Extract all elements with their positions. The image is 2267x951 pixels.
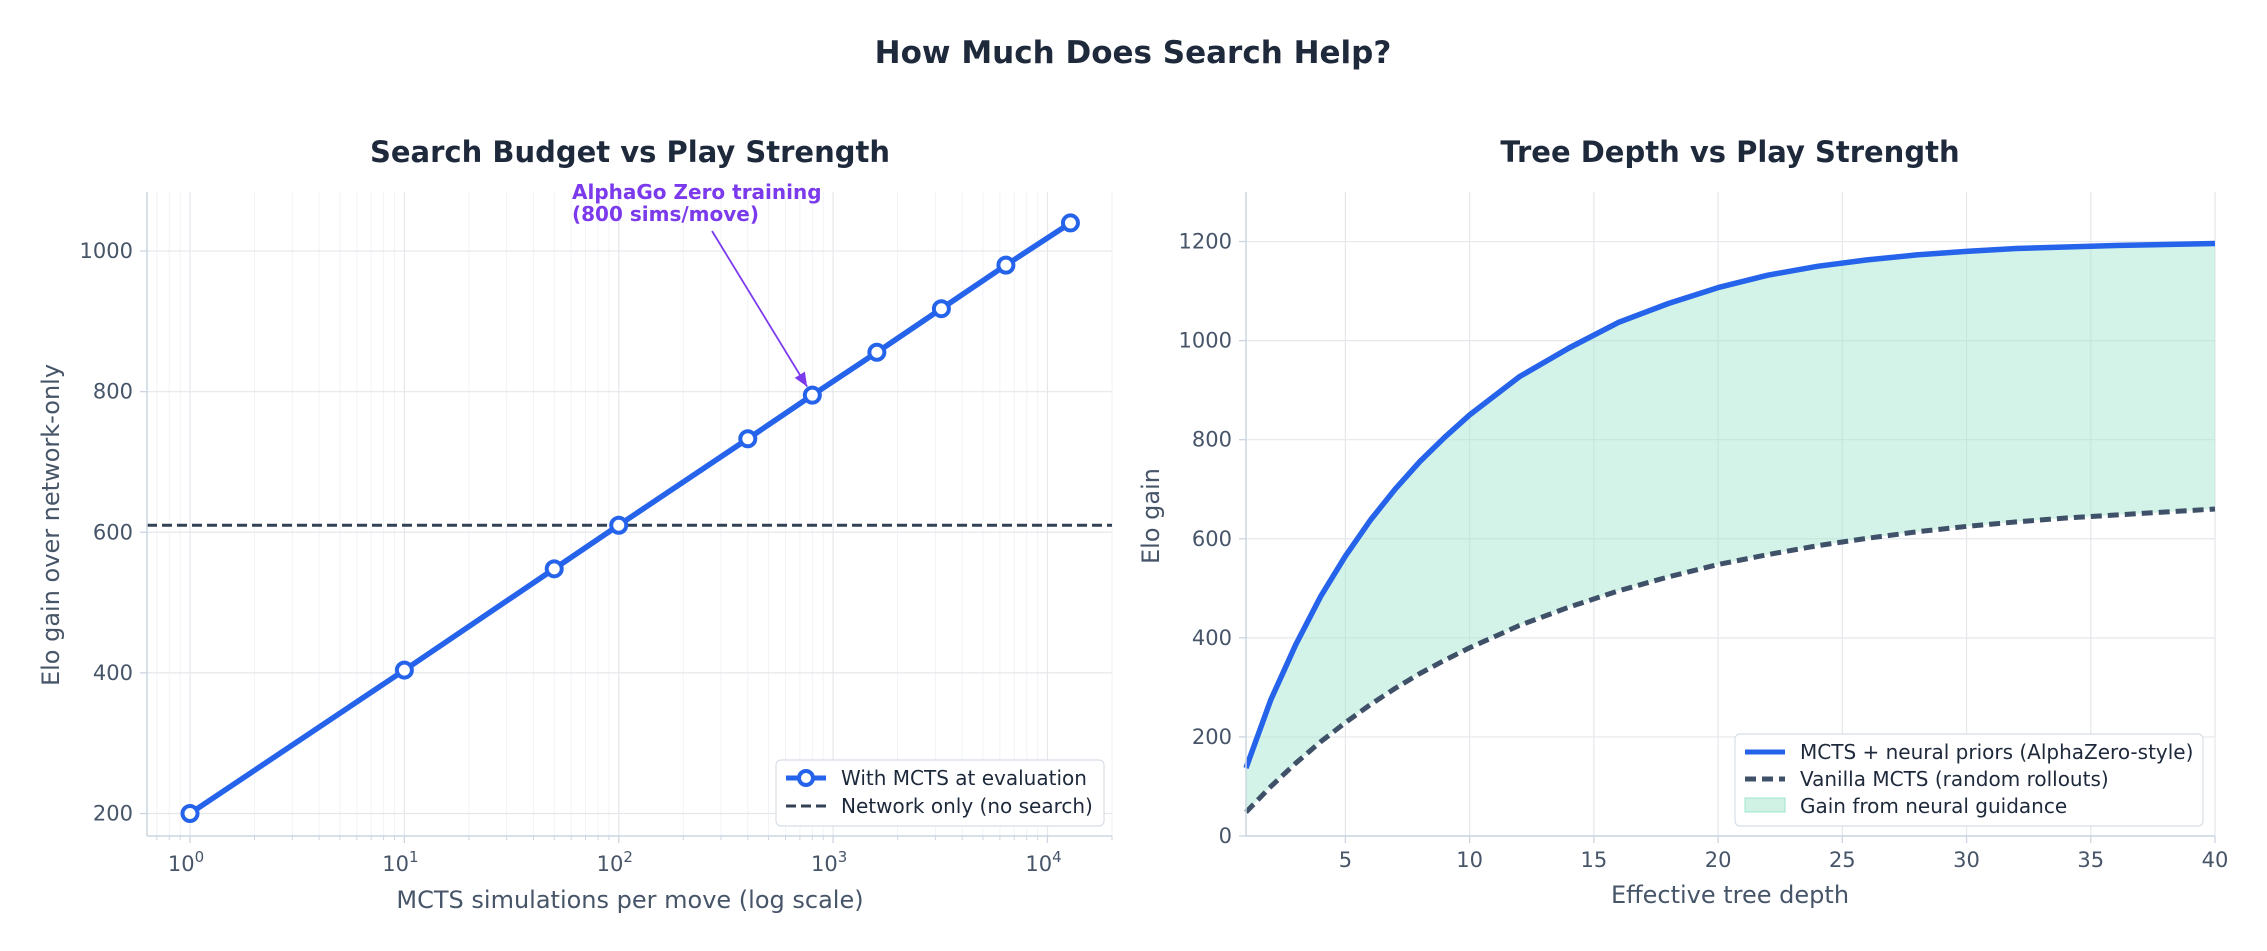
data-point [1060, 213, 1080, 233]
data-point [544, 559, 564, 579]
x-tick-label: 100 [168, 848, 204, 876]
y-tick-label: 200 [1192, 725, 1232, 749]
y-axis-label: Elo gain [1137, 468, 1165, 564]
x-tick-label: 104 [1025, 848, 1061, 876]
data-point [738, 429, 758, 449]
y-axis-label: Elo gain over network-only [37, 364, 65, 686]
chart-tree-depth: Tree Depth vs Play Strength Effective tr… [1137, 135, 2228, 909]
data-point [180, 804, 200, 824]
x-tick-label: 20 [1705, 848, 1732, 872]
legend-label-vanilla: Vanilla MCTS (random rollouts) [1800, 767, 2109, 791]
vanilla-mcts-line [1244, 506, 2216, 814]
y-tick-label: 1000 [80, 239, 133, 263]
data-point [931, 299, 951, 319]
grid [147, 192, 1113, 836]
figure-title: How Much Does Search Help? [875, 35, 1392, 71]
mcts-line [188, 220, 1073, 816]
x-tick-label: 101 [382, 848, 418, 876]
legend-marker-mcts [797, 769, 815, 787]
data-point [996, 255, 1016, 275]
legend-label-neural: MCTS + neural priors (AlphaZero-style) [1800, 740, 2193, 764]
plot-area [1243, 240, 2216, 814]
y-tick-label: 1200 [1179, 230, 1232, 254]
neural-gain-fill [1246, 243, 2215, 813]
chart-title: Tree Depth vs Play Strength [1500, 135, 1959, 169]
neural-mcts-line [1243, 240, 2216, 770]
chart-title: Search Budget vs Play Strength [370, 135, 890, 169]
annotation-arrowhead [794, 371, 808, 387]
x-tick-label: 15 [1580, 848, 1607, 872]
annotation-line-2: (800 sims/move) [572, 202, 759, 226]
x-tick-label: 35 [2077, 848, 2104, 872]
x-tick-label: 25 [1829, 848, 1856, 872]
x-tick-label: 103 [811, 848, 847, 876]
annotation: AlphaGo Zero training (800 sims/move) [572, 180, 822, 388]
chart-search-budget: Search Budget vs Play Strength MCTS simu… [37, 135, 1113, 914]
y-tick-label: 400 [93, 661, 133, 685]
x-axis-label: MCTS simulations per move (log scale) [396, 886, 863, 914]
legend: MCTS + neural priors (AlphaZero-style) V… [1734, 733, 2204, 827]
plot-area [147, 213, 1112, 824]
annotation-arrow [711, 230, 808, 388]
legend-frame [775, 759, 1105, 827]
y-tick-label: 0 [1219, 824, 1232, 848]
x-tick-label: 40 [2202, 848, 2229, 872]
data-point [609, 515, 629, 535]
x-axis-label: Effective tree depth [1611, 881, 1849, 909]
legend-label-network: Network only (no search) [841, 794, 1093, 818]
y-tick-label: 400 [1192, 626, 1232, 650]
legend-label-mcts: With MCTS at evaluation [841, 766, 1087, 790]
legend: With MCTS at evaluation Network only (no… [775, 759, 1105, 827]
x-tick-label: 10 [1456, 848, 1483, 872]
legend-label-fill: Gain from neural guidance [1800, 794, 2067, 818]
x-tick-label: 102 [597, 848, 633, 876]
x-tick-label: 5 [1339, 848, 1352, 872]
y-tick-label: 800 [1192, 428, 1232, 452]
data-point [802, 385, 822, 405]
y-tick-label: 600 [1192, 527, 1232, 551]
legend-swatch-fill [1744, 797, 1786, 813]
legend-frame [1734, 733, 2204, 827]
y-tick-label: 800 [93, 380, 133, 404]
y-tick-label: 1000 [1179, 329, 1232, 353]
annotation-line-1: AlphaGo Zero training [572, 180, 822, 204]
y-tick-label: 200 [93, 802, 133, 826]
y-tick-label: 600 [93, 520, 133, 544]
x-tick-label: 30 [1953, 848, 1980, 872]
data-point [867, 342, 887, 362]
data-point [394, 660, 414, 680]
